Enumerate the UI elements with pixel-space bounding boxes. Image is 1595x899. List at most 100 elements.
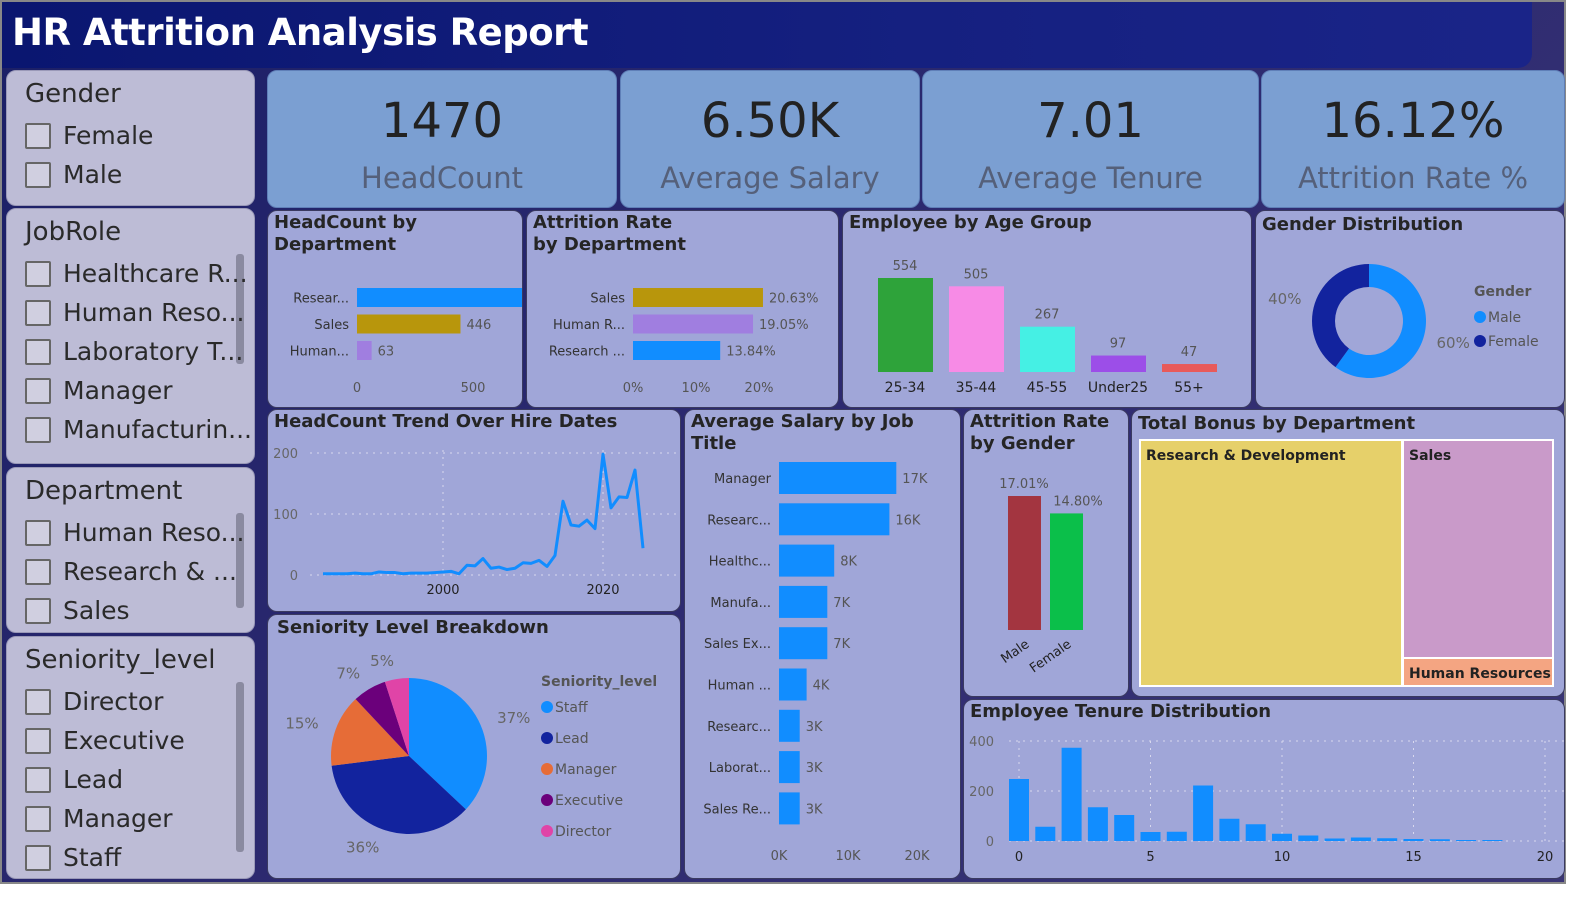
bar[interactable] [779,792,800,825]
slicer-option[interactable]: Staff [25,843,121,872]
slicer-option[interactable]: Human Reso... [25,298,244,327]
legend-item: Staff [555,700,588,716]
bar[interactable] [779,544,835,577]
pie-slice[interactable] [355,681,409,756]
bar[interactable] [1009,779,1029,841]
treemap-tile[interactable] [1402,657,1554,687]
checkbox[interactable] [25,558,51,585]
data-label: 3K [806,802,823,817]
bar[interactable] [1162,364,1217,372]
pie-slice[interactable] [1312,264,1369,368]
bar[interactable] [1091,355,1146,372]
checkbox[interactable] [25,805,51,832]
slicer-option[interactable]: Director [25,687,163,716]
bar[interactable] [779,751,800,784]
trend-line[interactable] [323,452,645,576]
bar[interactable] [1350,837,1371,842]
pie-slice[interactable] [1335,264,1426,378]
checkbox[interactable] [25,844,51,871]
bar[interactable] [1245,824,1266,841]
bar[interactable] [633,314,754,334]
slicer-option[interactable]: Manager [25,376,173,405]
bar[interactable] [633,288,763,307]
bar[interactable] [1035,826,1056,841]
checkbox[interactable] [25,519,51,546]
slicer-option[interactable]: Healthcare R... [25,259,248,288]
bar[interactable] [1403,839,1424,841]
checkbox[interactable] [25,416,51,443]
x-tick-label: 10 [1274,850,1291,865]
data-label: 40% [1268,290,1301,308]
checkbox[interactable] [25,299,51,326]
checkbox[interactable] [25,338,51,365]
data-label: 8K [840,555,857,570]
legend-marker [541,825,553,837]
category-label: Healthc... [709,555,771,570]
slicer-option[interactable]: Male [25,160,122,189]
slicer-option[interactable]: Research & ... [25,557,237,586]
bar[interactable] [1456,840,1477,841]
bar[interactable] [779,503,890,536]
bar[interactable] [1377,838,1398,841]
checkbox[interactable] [25,377,51,404]
data-label: 47 [1181,345,1198,360]
scrollbar[interactable] [236,513,244,608]
scrollbar[interactable] [236,682,244,852]
bar[interactable] [357,314,461,334]
bar[interactable] [1324,838,1345,842]
bar[interactable] [949,286,1004,372]
bar[interactable] [878,278,933,372]
bar[interactable] [779,462,897,494]
bar[interactable] [1114,815,1135,841]
pie-slice[interactable] [331,699,409,766]
bar[interactable] [1061,747,1082,841]
bar[interactable] [779,709,800,742]
chart-title: Total Bonus by Department [1138,413,1416,434]
checkbox[interactable] [25,688,51,715]
checkbox[interactable] [25,260,51,287]
bar[interactable] [1298,835,1319,842]
bar[interactable] [633,341,721,360]
checkbox[interactable] [25,597,51,624]
bar[interactable] [357,288,523,307]
x-tick-label: 15 [1405,850,1422,865]
bar[interactable] [1482,840,1503,841]
bar[interactable] [779,668,807,701]
bar[interactable] [1020,326,1075,372]
bar[interactable] [779,627,828,660]
bar[interactable] [1050,513,1083,630]
slicer-option[interactable]: Executive [25,726,185,755]
slicer-option[interactable]: Manager [25,804,173,833]
slicer-option[interactable]: Lead [25,765,123,794]
bar[interactable] [1193,785,1214,842]
option-label: Sales [63,596,130,625]
bar[interactable] [1008,496,1041,630]
slicer-option[interactable]: Female [25,121,153,150]
bar[interactable] [1140,832,1161,841]
bar[interactable] [1219,818,1240,841]
pie-slice[interactable] [331,756,466,834]
slicer-option[interactable]: Human Reso... [25,518,244,547]
scrollbar[interactable] [236,254,244,364]
option-label: Human Reso... [63,298,245,327]
bar[interactable] [779,585,828,618]
treemap-tile[interactable] [1402,439,1554,659]
x-tick-label: 20K [904,849,930,864]
pie-slice[interactable] [409,678,488,810]
slicer-option[interactable]: Manufacturin... [25,415,252,444]
bar[interactable] [1272,833,1292,841]
category-label: 35-44 [956,380,997,396]
legend-marker [1474,311,1486,323]
bar[interactable] [1166,831,1187,841]
bar[interactable] [1429,839,1450,841]
bar[interactable] [1087,807,1108,841]
checkbox[interactable] [25,122,51,149]
slicer-option[interactable]: Laboratory T... [25,337,243,366]
checkbox[interactable] [25,727,51,754]
checkbox[interactable] [25,161,51,188]
pie-slice[interactable] [384,678,409,756]
slicer-option[interactable]: Sales [25,596,130,625]
checkbox[interactable] [25,766,51,793]
treemap-tile[interactable] [1139,439,1403,687]
bar[interactable] [357,341,372,360]
